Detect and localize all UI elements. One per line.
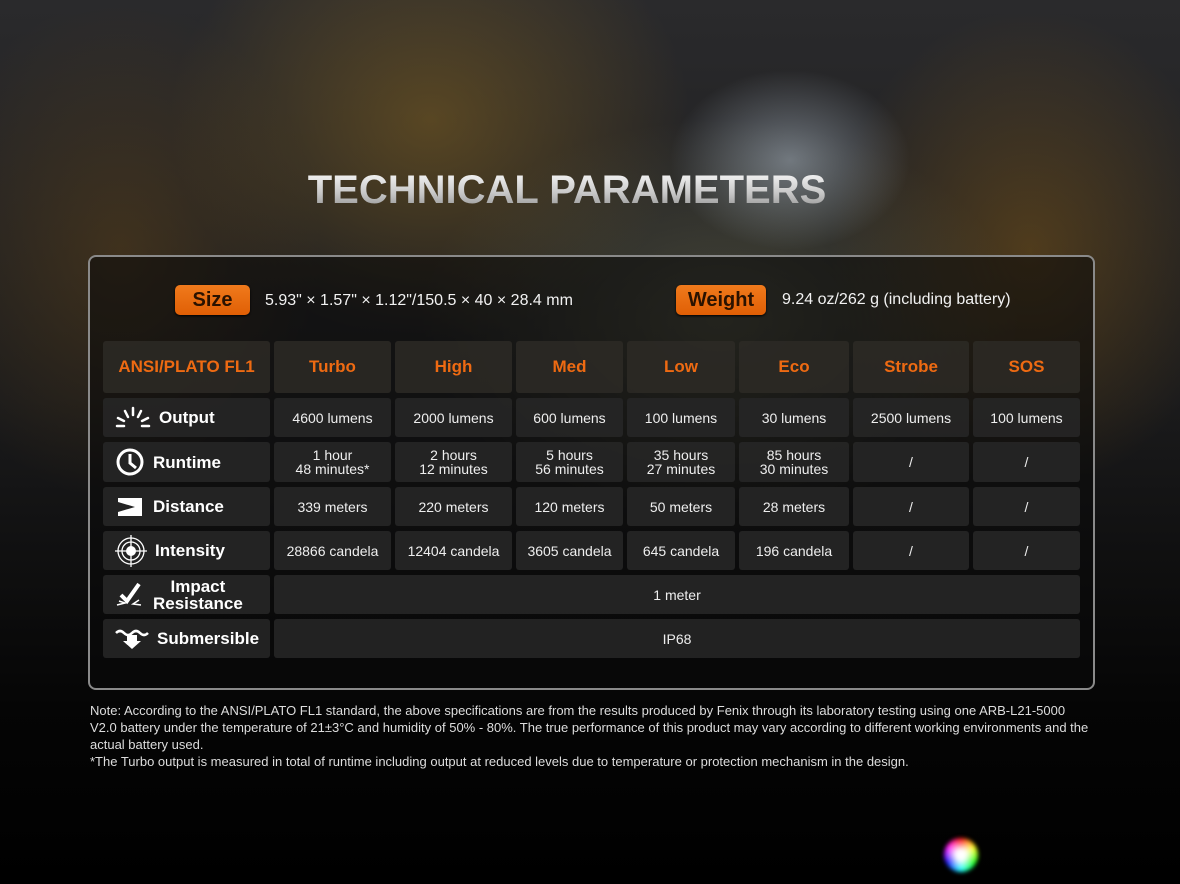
row-label-distance: Distance bbox=[103, 487, 270, 526]
header-eco: Eco bbox=[739, 341, 849, 393]
cell: 5 hours 56 minutes bbox=[516, 442, 623, 482]
cell: 3605 candela bbox=[516, 531, 623, 570]
row-label-text: Runtime bbox=[153, 452, 221, 472]
spec-table: ANSI/PLATO FL1 Turbo High Med Low Eco St… bbox=[103, 341, 1080, 658]
cell: 12404 candela bbox=[395, 531, 512, 570]
cell: 339 meters bbox=[274, 487, 391, 526]
cell: / bbox=[853, 531, 969, 570]
header-sos: SOS bbox=[973, 341, 1080, 393]
cell: 120 meters bbox=[516, 487, 623, 526]
cell: 28866 candela bbox=[274, 531, 391, 570]
cell: 100 lumens bbox=[973, 398, 1080, 437]
row-label-text: Distance bbox=[153, 497, 224, 516]
cell: 50 meters bbox=[627, 487, 735, 526]
header-med: Med bbox=[516, 341, 623, 393]
row-label-output: Output bbox=[103, 398, 270, 437]
header-strobe: Strobe bbox=[853, 341, 969, 393]
submersible-icon bbox=[115, 629, 149, 649]
target-icon bbox=[115, 534, 147, 567]
light-burst-icon bbox=[115, 406, 151, 427]
row-label-impact: Impact Resistance bbox=[103, 575, 270, 614]
cell: 30 lumens bbox=[739, 398, 849, 437]
beam-distance-icon bbox=[118, 497, 142, 516]
row-label-text: Output bbox=[159, 408, 215, 427]
cell: 4600 lumens bbox=[274, 398, 391, 437]
header-turbo: Turbo bbox=[274, 341, 391, 393]
size-value: 5.93" × 1.57" × 1.12"/150.5 × 40 × 28.4 … bbox=[265, 292, 573, 309]
cell: 85 hours 30 minutes bbox=[739, 442, 849, 482]
cell: 1 hour 48 minutes* bbox=[274, 442, 391, 482]
cell: 2500 lumens bbox=[853, 398, 969, 437]
cell: / bbox=[853, 487, 969, 526]
row-label-text: Intensity bbox=[155, 541, 225, 560]
row-label-submersible: Submersible bbox=[103, 619, 270, 658]
row-label-intensity: Intensity bbox=[103, 531, 270, 570]
cell: / bbox=[973, 487, 1080, 526]
page-title: TECHNICAL PARAMETERS bbox=[0, 168, 1134, 213]
cell: 35 hours 27 minutes bbox=[627, 442, 735, 482]
header-standard: ANSI/PLATO FL1 bbox=[103, 341, 270, 393]
rgb-light-dot bbox=[944, 838, 978, 872]
note-turbo: *The Turbo output is measured in total o… bbox=[90, 754, 909, 769]
cell: 2 hours 12 minutes bbox=[395, 442, 512, 482]
note-paragraph: Note: According to the ANSI/PLATO FL1 st… bbox=[90, 703, 1089, 752]
cell: / bbox=[973, 442, 1080, 482]
header-low: Low bbox=[627, 341, 735, 393]
header-high: High bbox=[395, 341, 512, 393]
cell-submersible-value: IP68 bbox=[274, 619, 1080, 658]
footnote: Note: According to the ANSI/PLATO FL1 st… bbox=[90, 702, 1090, 770]
cell: 196 candela bbox=[739, 531, 849, 570]
cell: / bbox=[853, 442, 969, 482]
cell: 28 meters bbox=[739, 487, 849, 526]
cell: 600 lumens bbox=[516, 398, 623, 437]
row-label-text: Impact Resistance bbox=[153, 576, 243, 613]
cell: 220 meters bbox=[395, 487, 512, 526]
cell: / bbox=[973, 531, 1080, 570]
impact-icon bbox=[116, 582, 142, 606]
cell: 2000 lumens bbox=[395, 398, 512, 437]
row-label-runtime: Runtime bbox=[103, 442, 270, 482]
weight-value: 9.24 oz/262 g (including battery) bbox=[782, 291, 1011, 308]
row-label-text: Submersible bbox=[157, 629, 260, 648]
size-badge: Size bbox=[175, 285, 250, 315]
cell-impact-value: 1 meter bbox=[274, 575, 1080, 614]
cell: 645 candela bbox=[627, 531, 735, 570]
weight-badge: Weight bbox=[676, 285, 766, 315]
cell: 100 lumens bbox=[627, 398, 735, 437]
clock-icon bbox=[116, 448, 144, 476]
